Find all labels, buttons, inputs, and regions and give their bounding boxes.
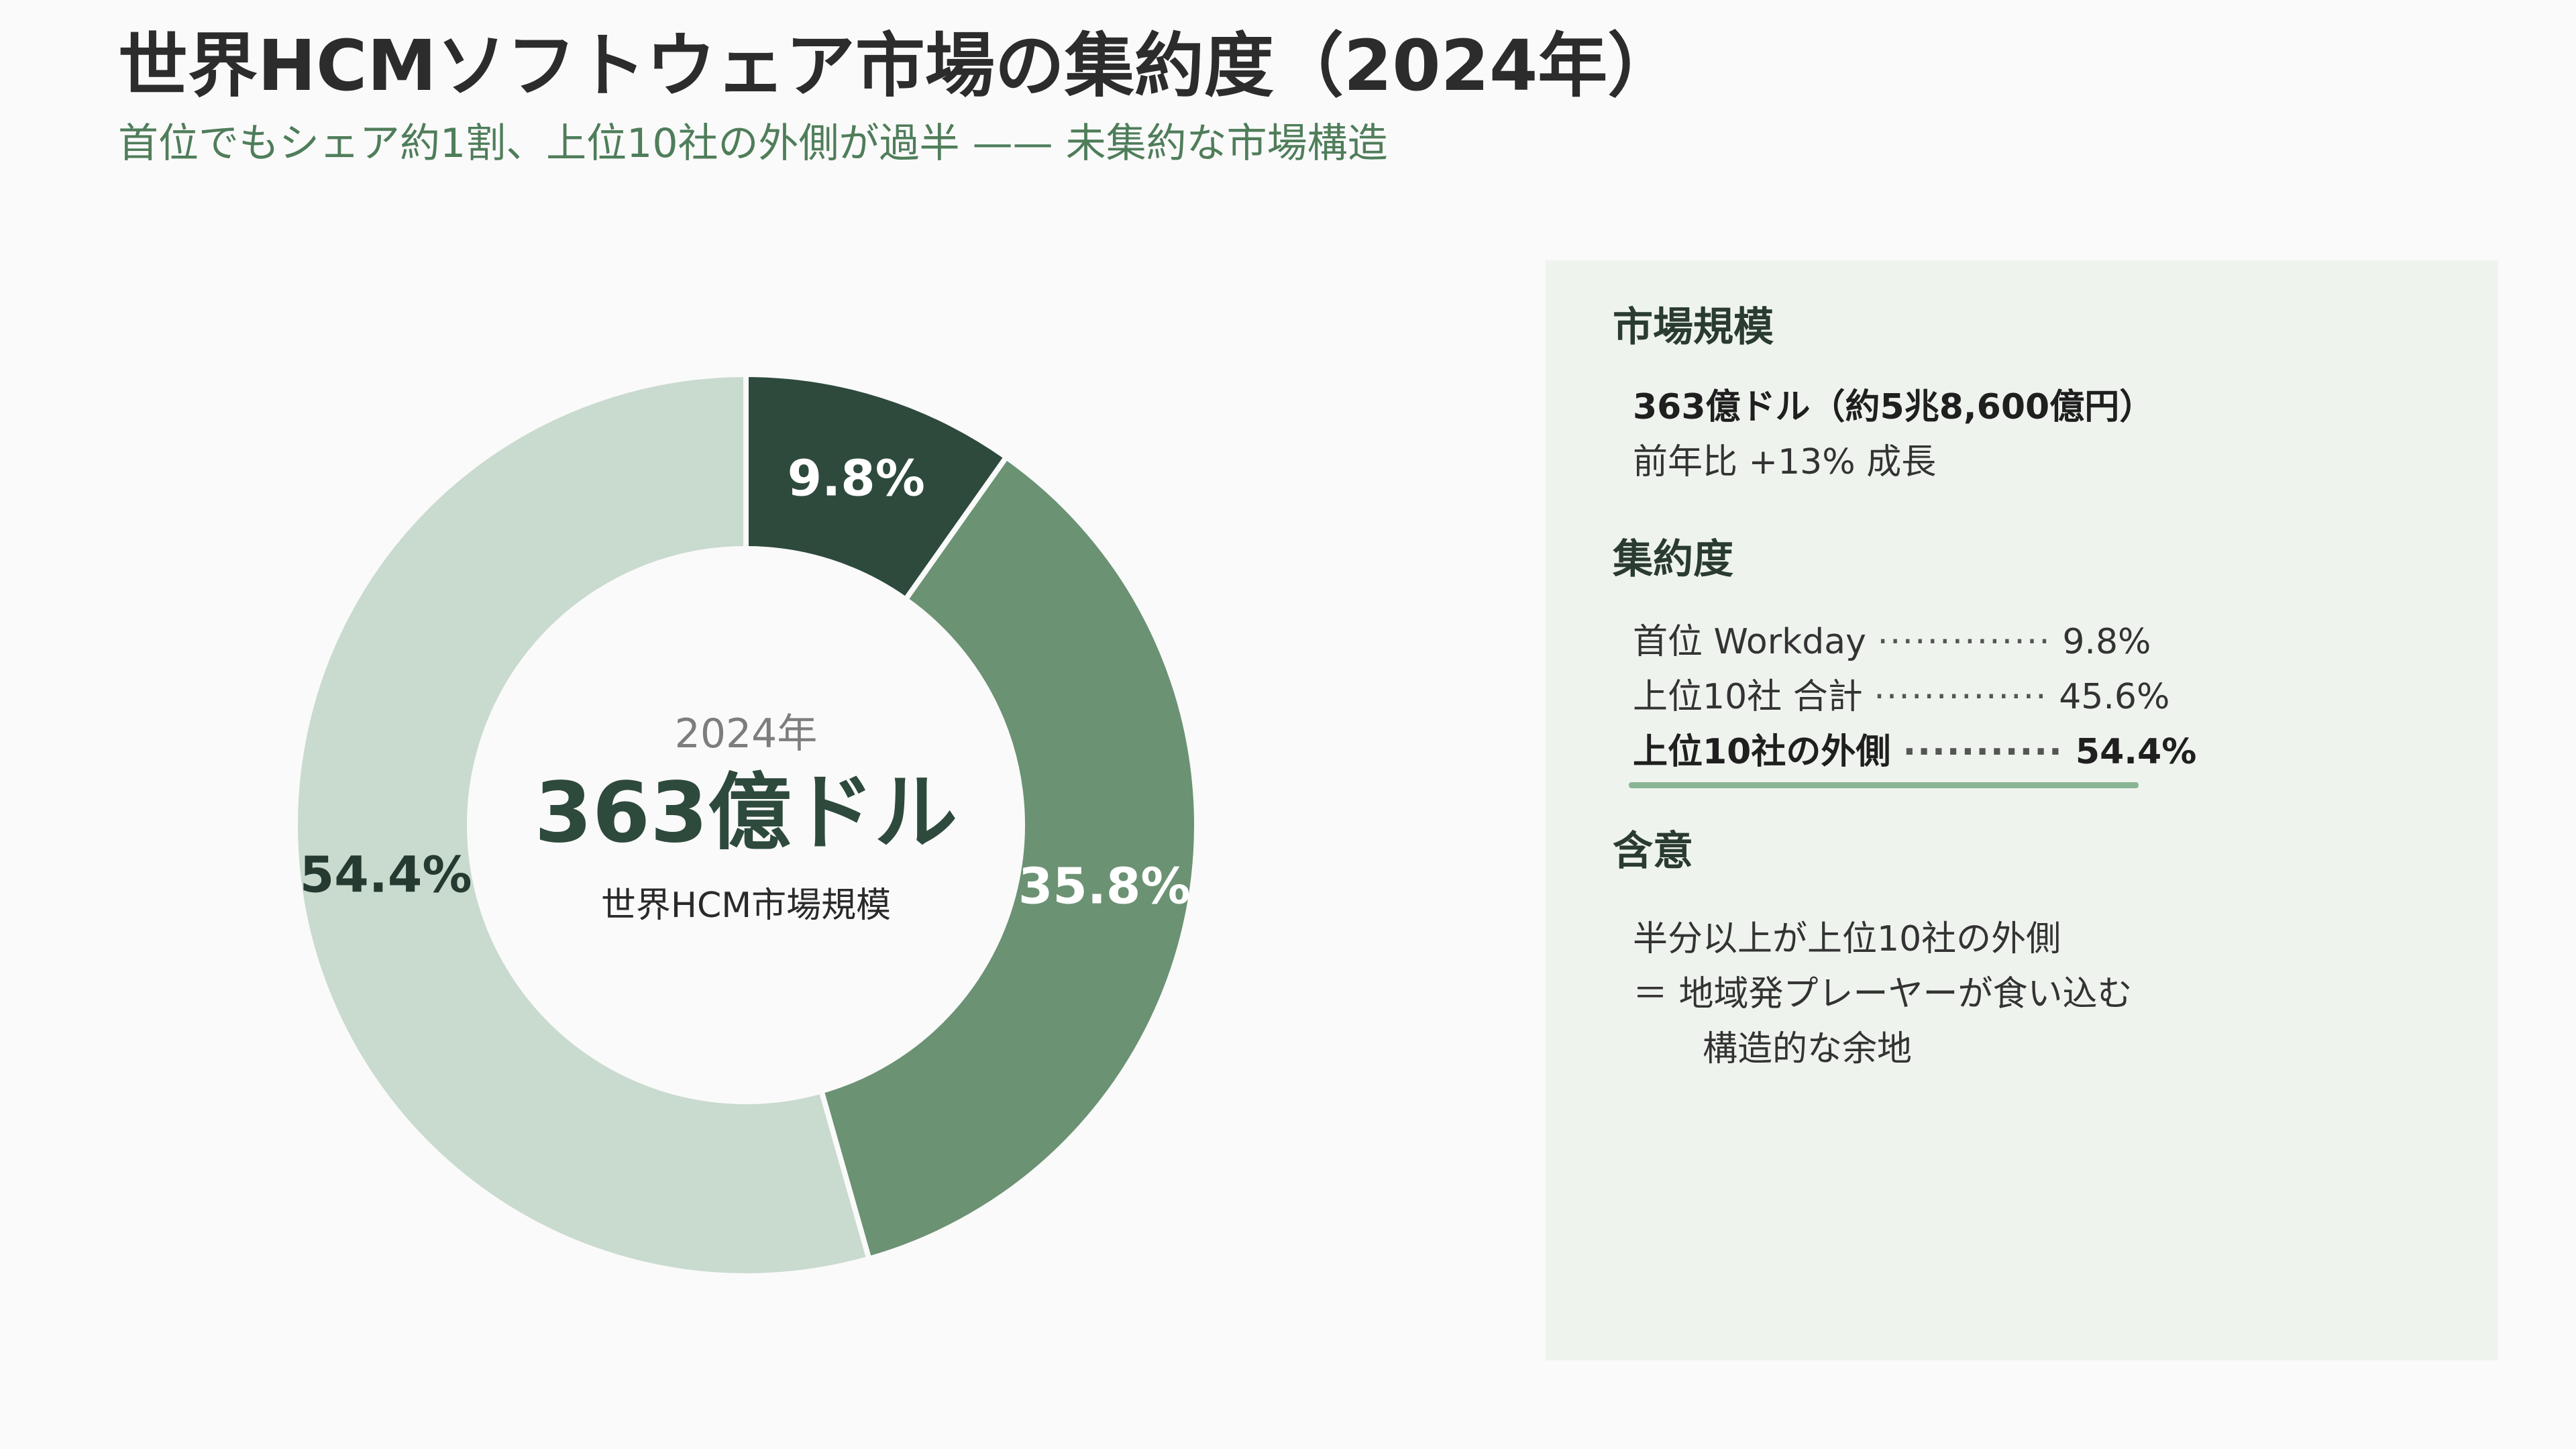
center-market-size-value: 363億ドル <box>535 765 958 861</box>
highlight-underline <box>1629 782 2139 788</box>
implication-line-3: 構造的な余地 <box>1703 1029 1913 1069</box>
market-size-heading: 市場規模 <box>1613 304 1774 351</box>
concentration-row-top10: 上位10社 合計 ·············· 45.6% <box>1633 669 2498 724</box>
concentration-heading: 集約度 <box>1613 536 1733 583</box>
market-size-amount: 363億ドル（約5兆8,600億円） <box>1633 387 2155 427</box>
donut-slices <box>292 372 1199 1279</box>
implication-line-1: 半分以上が上位10社の外側 <box>1633 919 2061 959</box>
market-size-growth: 前年比 +13% 成長 <box>1633 442 1937 482</box>
donut-slice-label-3: 54.4% <box>300 847 472 904</box>
chart-title: 世界HCMソフトウェア市場の集約度（2024年） <box>118 25 1678 107</box>
donut-slice-label-2: 35.8% <box>1018 858 1191 916</box>
concentration-row-label: 上位10社の外側 <box>1633 732 1891 772</box>
donut-slice-2 <box>818 454 1199 1262</box>
leader-dots: ·············· <box>1877 622 2051 662</box>
concentration-row-outside-top10: 上位10社の外側 ··········· 54.4% <box>1633 724 2498 780</box>
donut-slice-labels: 9.8% 35.8% 54.4% <box>300 449 1191 915</box>
center-year-label: 2024年 <box>675 710 818 757</box>
donut-slice-1 <box>743 372 1010 602</box>
leader-dots: ·············· <box>1874 677 2048 717</box>
concentration-row-label: 上位10社 合計 <box>1633 677 1863 717</box>
donut-chart: 9.8% 35.8% 54.4% 2024年 363億ドル 世界HCM市場規模 <box>292 372 1199 1279</box>
concentration-row-value: 9.8% <box>2062 622 2151 662</box>
donut-slice-label-1: 9.8% <box>788 449 925 507</box>
summary-panel: 市場規模 363億ドル（約5兆8,600億円） 前年比 +13% 成長 集約度 … <box>1546 260 2498 1360</box>
donut-slice-3 <box>292 372 872 1279</box>
concentration-row-value: 45.6% <box>2059 677 2170 717</box>
concentration-row-top1: 首位 Workday ·············· 9.8% <box>1633 614 2498 669</box>
concentration-row-value: 54.4% <box>2075 732 2197 772</box>
implication-line-2: ＝ 地域発プレーヤーが食い込む <box>1633 974 2133 1014</box>
implication-heading: 含意 <box>1613 828 1693 875</box>
center-market-size-label: 世界HCM市場規模 <box>601 885 891 926</box>
concentration-row-label: 首位 Workday <box>1633 622 1866 662</box>
chart-subtitle: 首位でもシェア約1割、上位10社の外側が過半 —— 未集約な市場構造 <box>118 120 1388 167</box>
leader-dots: ··········· <box>1902 732 2063 772</box>
